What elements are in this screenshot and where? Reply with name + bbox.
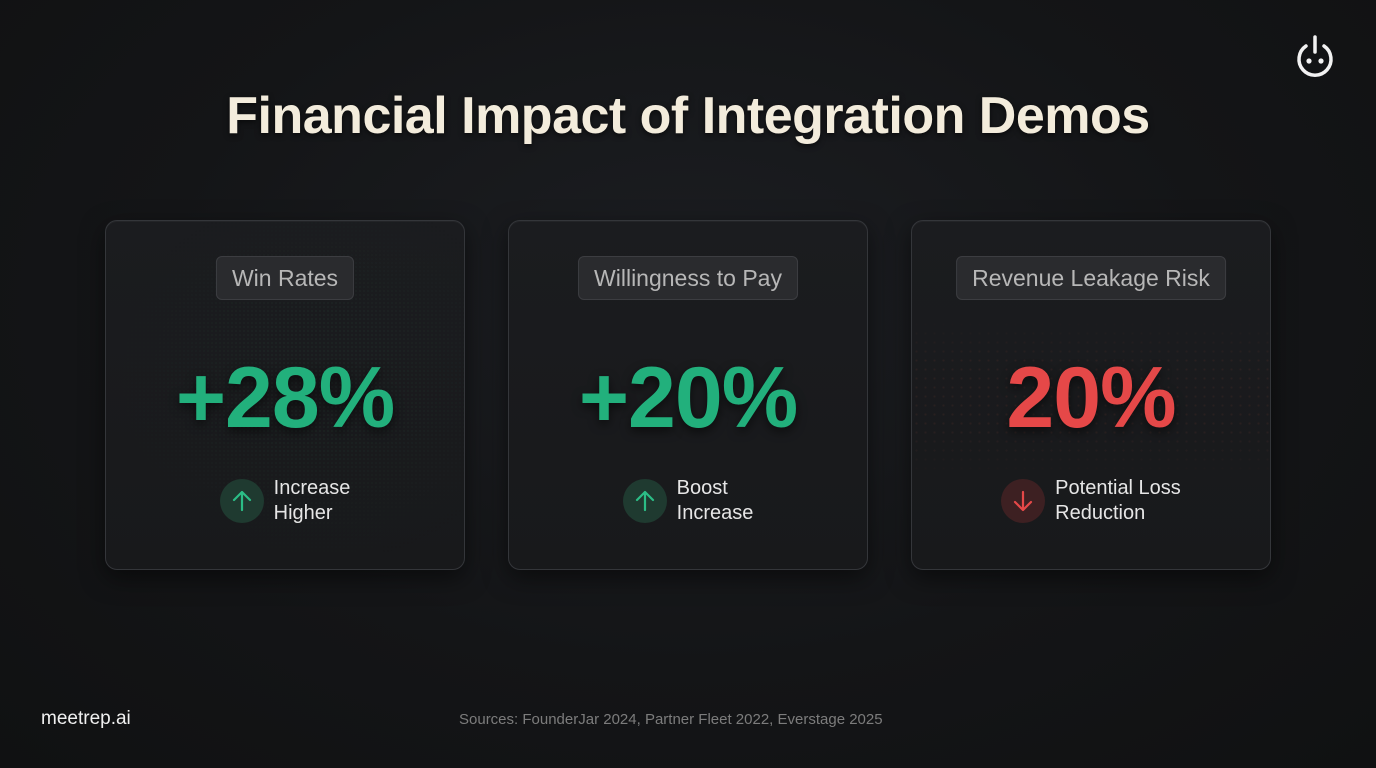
- metric-card-revenue-leakage-risk: Revenue Leakage Risk 20% Potential Loss …: [911, 220, 1271, 570]
- card-label: Revenue Leakage Risk: [956, 256, 1226, 300]
- metric-caption: Boost Increase: [509, 476, 867, 526]
- arrow-down-icon: [1001, 479, 1046, 523]
- metric-caption: Increase Higher: [106, 476, 464, 526]
- caption-line-1: Boost: [676, 477, 728, 499]
- caption-line-2: Reduction: [1055, 502, 1146, 524]
- caption-line-2: Higher: [273, 502, 333, 524]
- metric-caption: Potential Loss Reduction: [912, 476, 1270, 526]
- caption-line-1: Increase: [273, 477, 351, 499]
- caption-line-2: Increase: [676, 502, 754, 524]
- brand-name: meetrep.ai: [41, 708, 131, 729]
- arrow-up-icon: [219, 479, 264, 523]
- metric-value: +28%: [175, 350, 395, 446]
- sources-citation: Sources: FounderJar 2024, Partner Fleet …: [459, 711, 883, 728]
- card-label: Win Rates: [215, 256, 355, 300]
- metric-value: +20%: [578, 350, 798, 446]
- metric-card-win-rates: Win Rates +28% Increase Higher: [105, 220, 465, 570]
- card-label: Willingness to Pay: [578, 256, 798, 300]
- power-face-icon: [1297, 35, 1333, 77]
- metric-value: 20%: [1006, 350, 1176, 446]
- arrow-up-icon: [622, 479, 667, 523]
- page-title: Financial Impact of Integration Demos: [226, 87, 1150, 145]
- metric-card-willingness-to-pay: Willingness to Pay +20% Boost Increase: [508, 220, 868, 570]
- caption-line-1: Potential Loss: [1055, 477, 1181, 499]
